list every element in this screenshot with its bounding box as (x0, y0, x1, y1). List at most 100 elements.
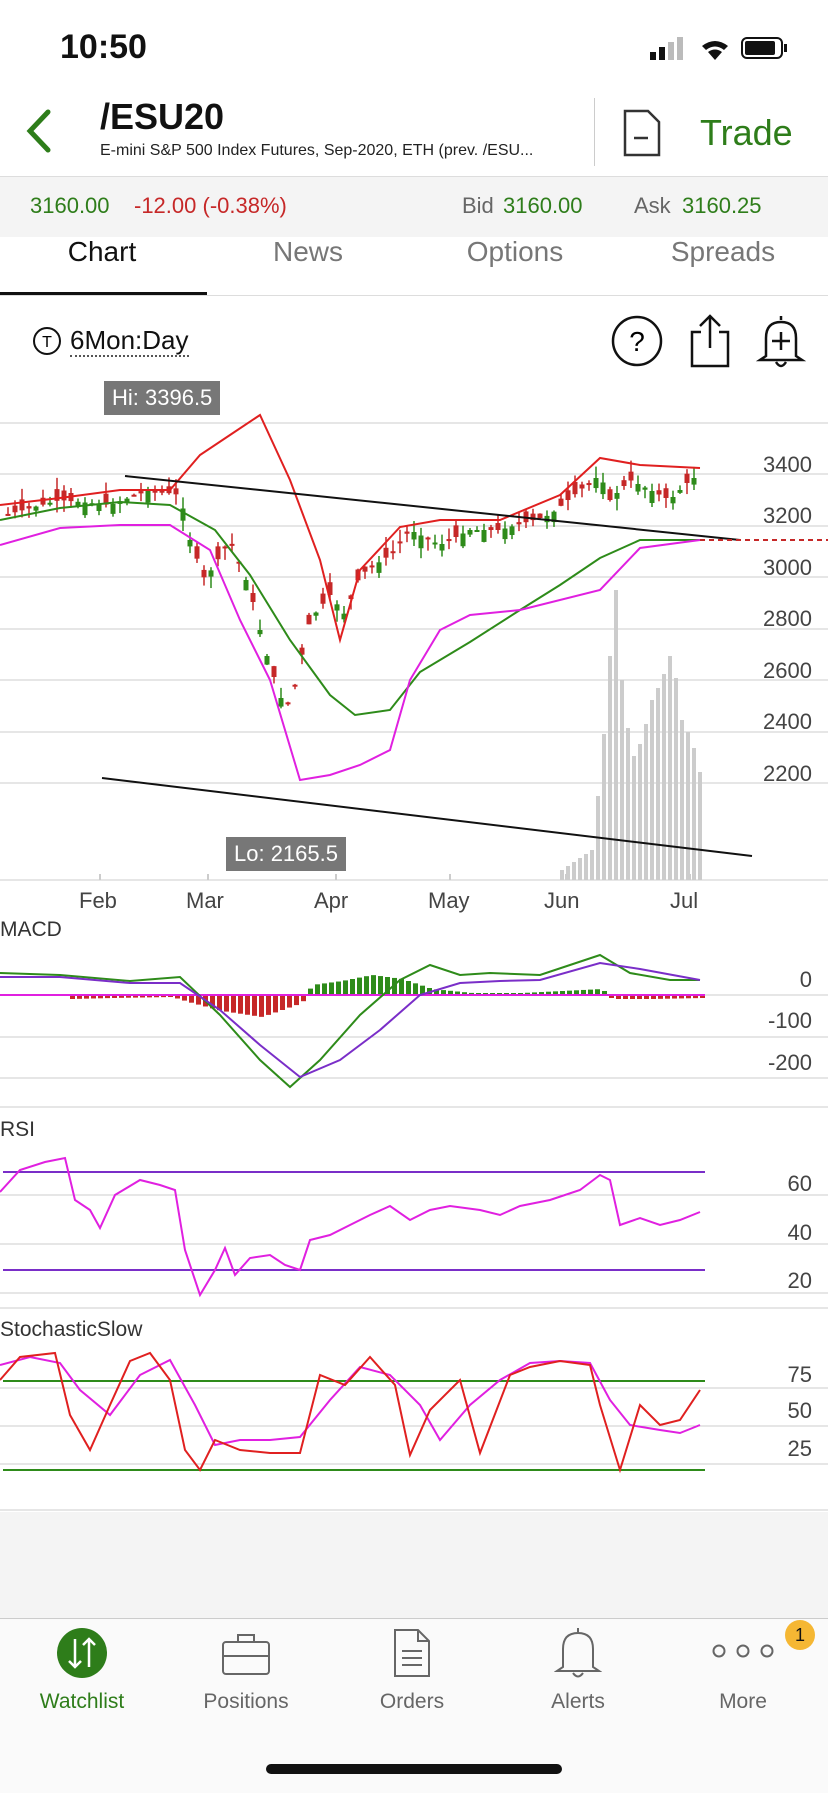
macd-bar (581, 989, 586, 995)
candle-body (495, 523, 501, 530)
tab-options[interactable]: Options (466, 236, 564, 267)
candle-body (621, 480, 627, 486)
bid-label: Bid (462, 193, 494, 218)
candle-body (369, 565, 375, 568)
volume-bar (584, 854, 588, 880)
bottom-nav (0, 1618, 828, 1793)
candle-body (285, 702, 291, 705)
tab-active-indicator (0, 292, 207, 296)
candle-body (628, 471, 634, 481)
share-icon[interactable] (688, 312, 732, 370)
candle-body (418, 535, 424, 549)
x-label: Feb (79, 888, 117, 913)
candle-body (635, 484, 641, 492)
candle-body (12, 505, 18, 513)
candle-body (404, 531, 410, 534)
candle-body (341, 613, 347, 620)
candle-body (236, 561, 242, 564)
timeframe-selector[interactable]: 6Mon:Day (70, 325, 189, 357)
low-label: Lo: 2165.5 (226, 837, 346, 871)
candle-body (152, 490, 158, 493)
macd-bar (315, 984, 320, 995)
alert-bell-icon[interactable] (756, 312, 806, 370)
document-icon[interactable] (622, 108, 662, 158)
nav-positions[interactable]: Positions (203, 1690, 289, 1713)
nav-watchlist[interactable]: Watchlist (39, 1690, 125, 1713)
macd-bar (210, 995, 215, 1009)
tab-spreads[interactable]: Spreads (670, 236, 776, 267)
macd-bar (308, 988, 313, 995)
y-label: 2200 (763, 761, 812, 786)
volume-bar (602, 734, 606, 880)
x-label: May (428, 888, 470, 913)
candle-body (159, 490, 165, 493)
macd-bar (406, 981, 411, 995)
candle-body (187, 540, 193, 547)
macd-chart[interactable] (0, 945, 828, 1110)
stochastic-chart[interactable] (0, 1345, 828, 1515)
ask-price: 3160.25 (682, 193, 762, 218)
status-time: 10:50 (60, 28, 147, 66)
candle-body (411, 532, 417, 540)
trade-button[interactable]: Trade (700, 112, 793, 153)
macd-bar (637, 995, 642, 999)
macd-bar (182, 995, 187, 1001)
candle-body (215, 546, 221, 560)
macd-bar (693, 995, 698, 999)
header-divider (594, 98, 595, 166)
volume-bar (644, 724, 648, 880)
candle-body (264, 656, 270, 665)
help-icon[interactable]: ? (610, 314, 664, 368)
volume-bar (638, 744, 642, 880)
tab-news[interactable]: News (272, 236, 343, 267)
x-label: Apr (314, 888, 349, 913)
candle-body (516, 522, 522, 525)
macd-bar (280, 995, 285, 1010)
candle-body (362, 566, 368, 572)
briefcase-icon[interactable] (220, 1630, 272, 1676)
quote-bar (0, 176, 828, 237)
nav-alerts[interactable]: Alerts (551, 1690, 605, 1713)
watchlist-icon[interactable] (56, 1627, 108, 1679)
candle-body (110, 503, 116, 514)
volume-bar (656, 688, 660, 880)
candle-body (607, 489, 613, 500)
macd-bar (189, 995, 194, 1003)
volume-bar (668, 656, 672, 880)
candle-body (586, 483, 592, 486)
macd-bar (133, 995, 138, 998)
candle-body (446, 539, 452, 542)
svg-text:T: T (42, 334, 52, 351)
candle-body (551, 511, 557, 523)
trendline-lower[interactable] (101, 777, 753, 857)
macd-bar (378, 976, 383, 995)
tab-divider (0, 295, 828, 296)
nav-orders[interactable]: Orders (379, 1690, 445, 1713)
candle-body (208, 570, 214, 577)
bell-icon[interactable] (554, 1625, 602, 1681)
price-chart[interactable] (0, 380, 828, 940)
candle-body (334, 604, 340, 611)
macd-bar (546, 991, 551, 995)
rsi-chart[interactable] (0, 1140, 828, 1310)
macd-bar (266, 995, 271, 1015)
candle-body (278, 698, 284, 707)
nav-more[interactable]: More (719, 1690, 767, 1713)
macd-bar (175, 995, 180, 999)
orders-icon[interactable] (392, 1627, 432, 1679)
stoch-y-label: 50 (787, 1398, 812, 1423)
rsi-y-label: 40 (787, 1220, 812, 1245)
more-icon[interactable] (710, 1642, 776, 1660)
candle-body (649, 491, 655, 504)
candle-body (642, 487, 648, 490)
candle-body (656, 490, 662, 495)
trendline-upper[interactable] (124, 475, 741, 541)
macd-bar (98, 995, 103, 999)
volume-bar (614, 590, 618, 880)
x-label: Mar (186, 888, 224, 913)
back-icon[interactable] (24, 108, 54, 154)
timeframe-icon[interactable]: T (32, 326, 62, 356)
volume-bar (650, 700, 654, 880)
tab-chart[interactable]: Chart (67, 236, 137, 267)
candle-body (61, 490, 67, 501)
